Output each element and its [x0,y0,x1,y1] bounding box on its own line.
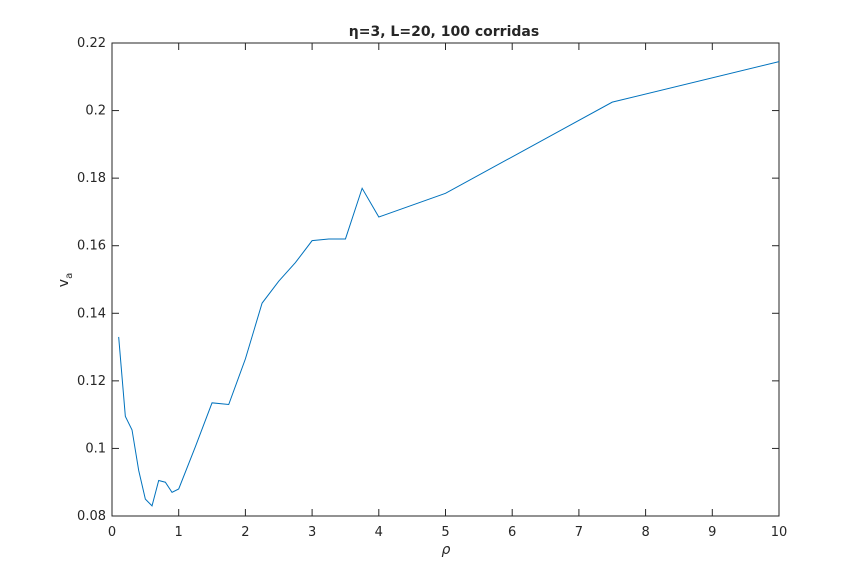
x-tick-label: 7 [575,525,583,540]
y-axis-label: v [56,279,72,287]
chart-title: η=3, L=20, 100 corridas [349,24,539,40]
axes [111,42,780,517]
x-axis-label: ρ [442,542,451,558]
x-tick-label: 0 [108,525,116,540]
x-axis-ticks: 0 1 2 3 4 5 6 7 8 9 10 [108,43,787,540]
x-tick-label: 10 [771,525,788,540]
y-tick-label: 0.1 [85,441,106,456]
y-tick-label: 0.2 [85,104,106,119]
x-tick-label: 5 [441,525,449,540]
y-tick-label: 0.14 [77,306,106,321]
x-tick-label: 1 [175,525,183,540]
series-line [118,61,780,507]
y-tick-label: 0.18 [77,171,106,186]
y-tick-label: 0.16 [77,239,106,254]
svg-text:va: va [56,273,75,287]
x-tick-label: 9 [708,525,716,540]
y-tick-label: 0.12 [77,374,106,389]
plot-frame [111,42,780,517]
x-tick-label: 8 [641,525,649,540]
x-tick-label: 3 [308,525,316,540]
y-axis-ticks: 0.08 0.1 0.12 0.14 0.16 0.18 0.2 0.22 [77,36,779,524]
y-tick-label: 0.22 [77,36,106,51]
x-tick-label: 6 [508,525,516,540]
series [118,61,780,507]
x-tick-label: 4 [375,525,383,540]
y-tick-label: 0.08 [77,509,106,524]
y-axis-label-group: va [56,273,75,287]
y-axis-label-subscript: a [64,273,75,279]
x-tick-label: 2 [241,525,249,540]
